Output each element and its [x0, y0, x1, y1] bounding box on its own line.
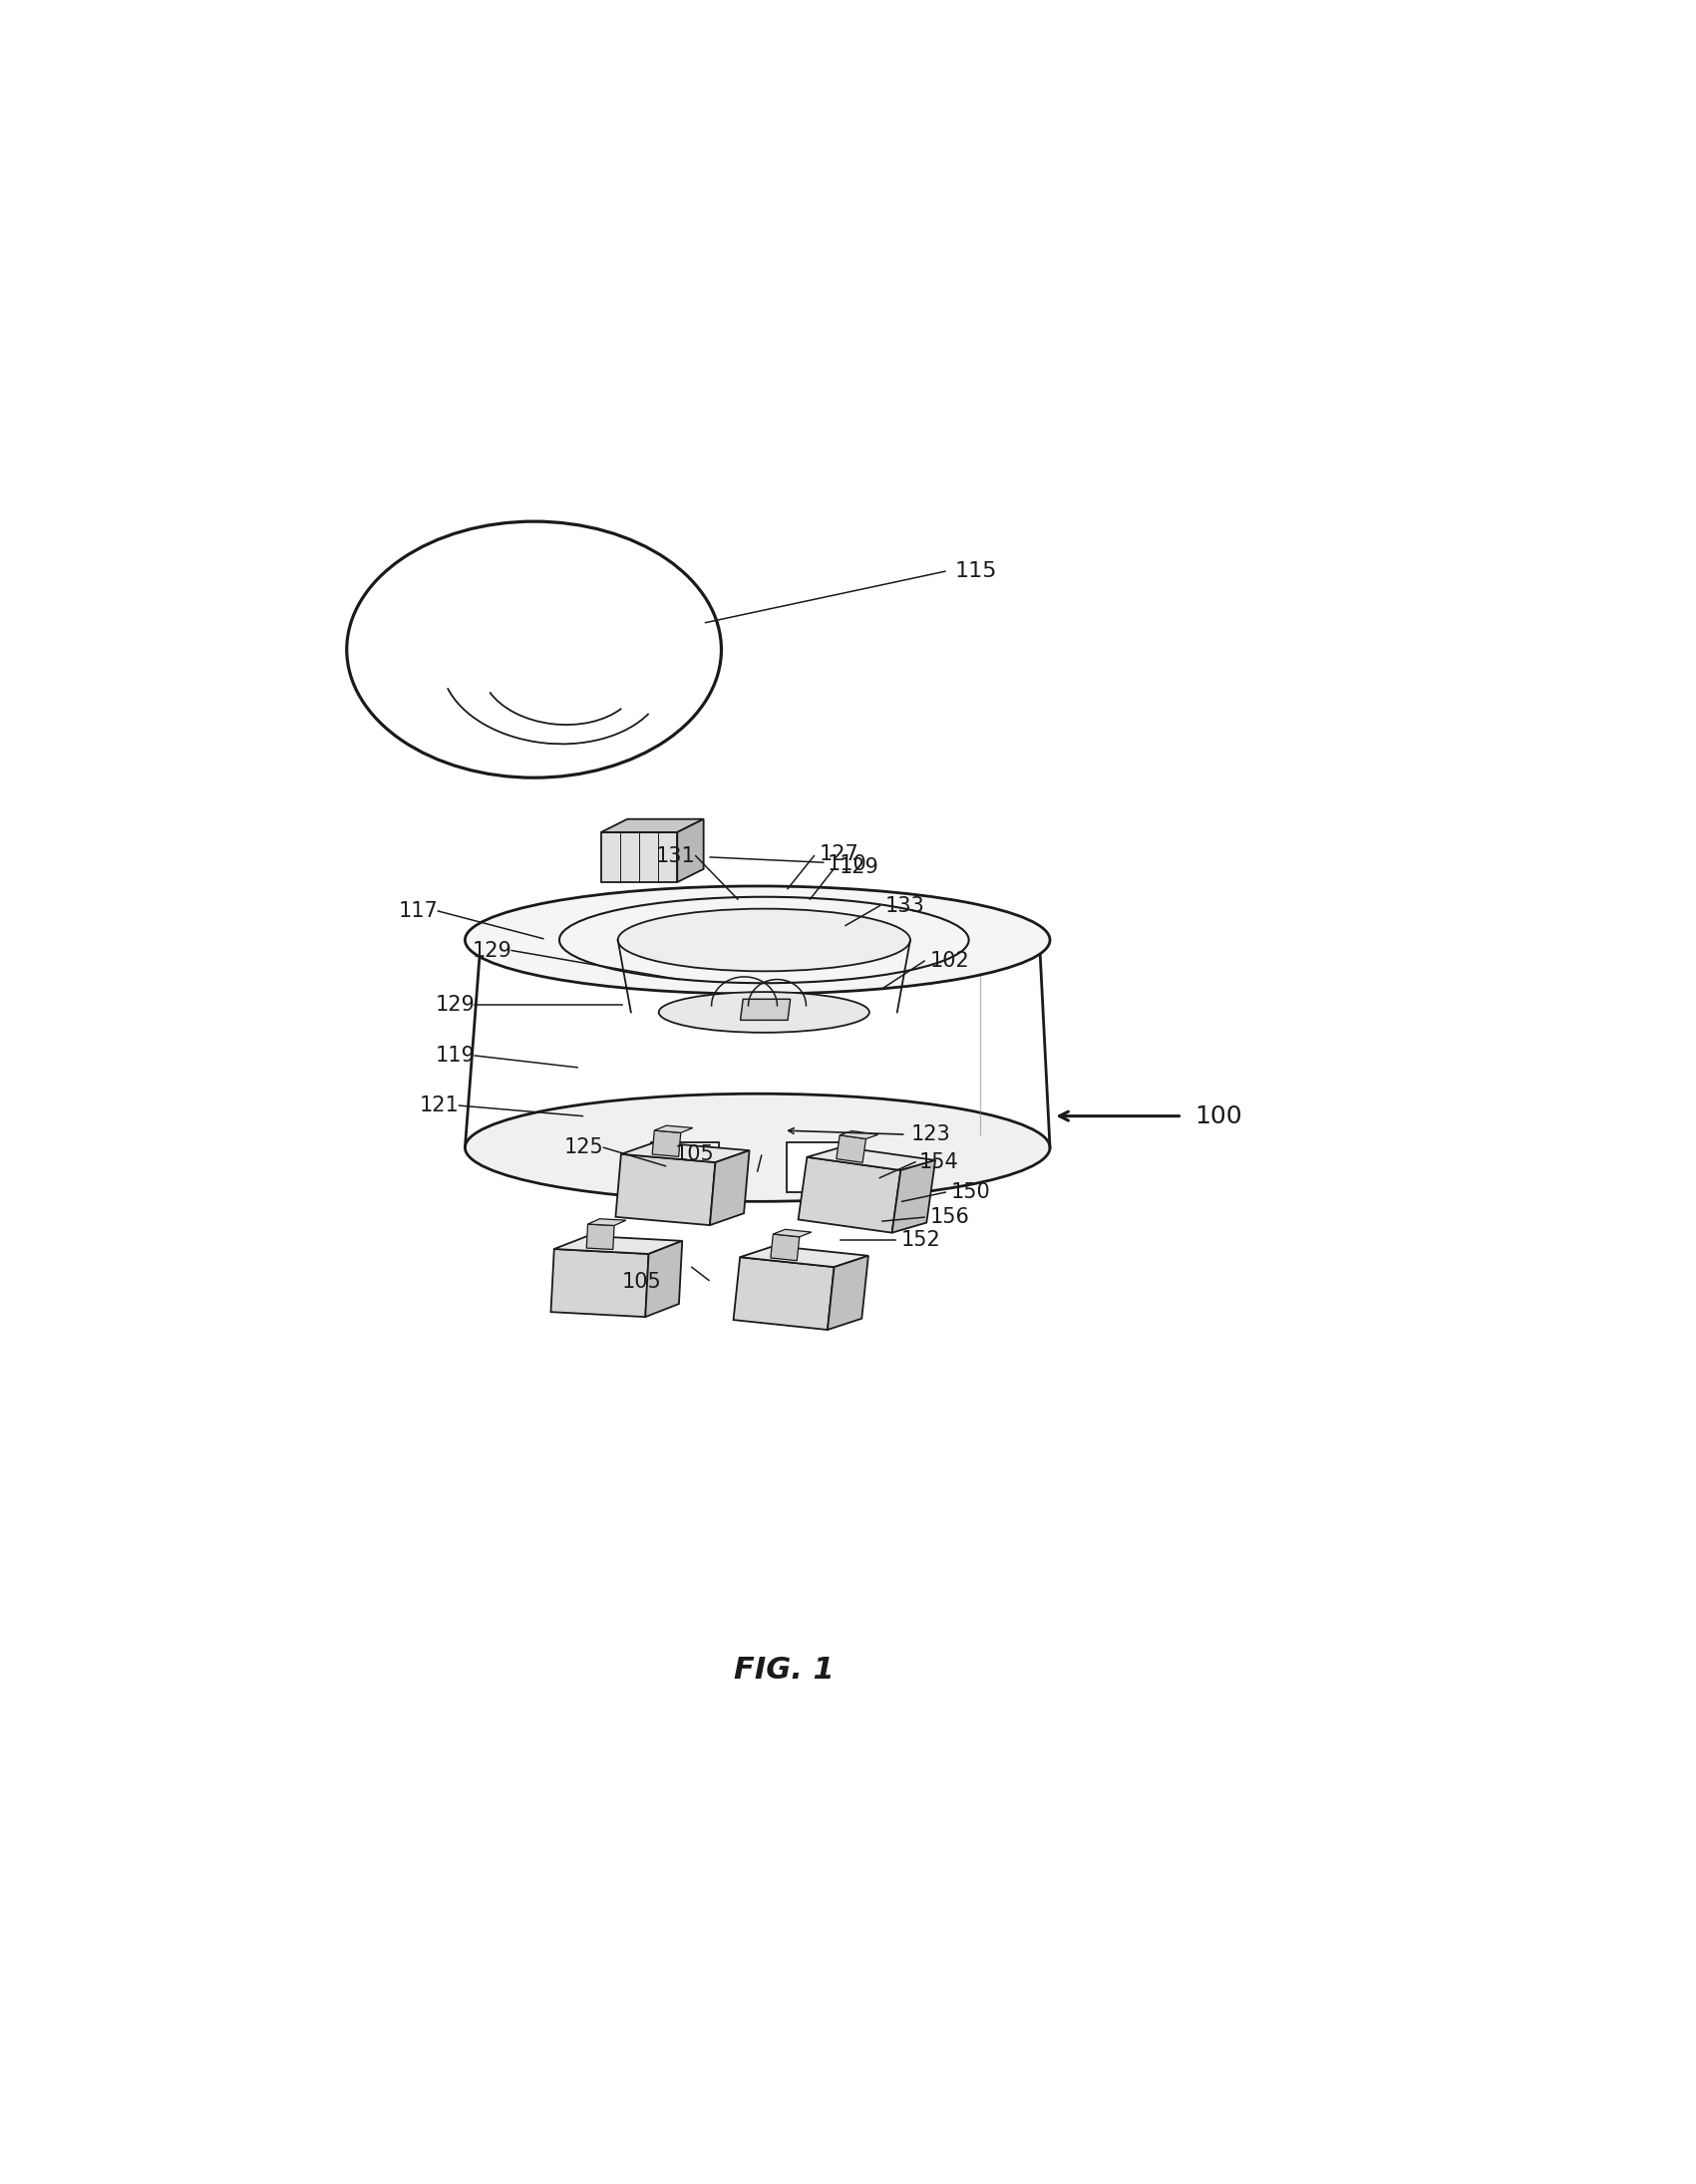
Polygon shape: [651, 1142, 719, 1192]
Polygon shape: [892, 1160, 934, 1232]
Text: 100: 100: [1196, 1105, 1243, 1127]
Polygon shape: [828, 1256, 868, 1330]
Text: 105: 105: [622, 1271, 661, 1291]
Text: 121: 121: [419, 1096, 460, 1116]
Polygon shape: [836, 1136, 867, 1162]
Text: 156: 156: [929, 1208, 970, 1227]
Text: 129: 129: [471, 941, 512, 961]
Polygon shape: [677, 819, 704, 882]
Polygon shape: [600, 832, 677, 882]
Polygon shape: [551, 1249, 648, 1317]
Text: 133: 133: [885, 895, 924, 915]
Polygon shape: [741, 998, 790, 1020]
Polygon shape: [787, 1142, 855, 1192]
Text: 131: 131: [656, 845, 695, 865]
Ellipse shape: [560, 898, 968, 983]
Polygon shape: [807, 1147, 934, 1171]
Polygon shape: [587, 1225, 614, 1249]
Text: 105: 105: [675, 1144, 714, 1164]
Polygon shape: [646, 1241, 682, 1317]
Polygon shape: [653, 1131, 680, 1158]
Text: 102: 102: [929, 950, 970, 972]
Polygon shape: [770, 1234, 799, 1260]
Text: 129: 129: [436, 994, 475, 1013]
Text: 119: 119: [436, 1046, 475, 1066]
Text: 115: 115: [955, 561, 997, 581]
Text: FIG. 1: FIG. 1: [734, 1655, 834, 1686]
Text: 125: 125: [565, 1138, 604, 1158]
Text: 154: 154: [919, 1153, 958, 1173]
Polygon shape: [799, 1158, 901, 1232]
Ellipse shape: [465, 887, 1050, 994]
Polygon shape: [840, 1131, 879, 1138]
Text: 152: 152: [901, 1230, 940, 1249]
Ellipse shape: [617, 909, 911, 972]
Polygon shape: [739, 1245, 868, 1267]
Polygon shape: [555, 1236, 682, 1254]
Polygon shape: [589, 1219, 626, 1225]
Text: 110: 110: [828, 854, 867, 874]
Polygon shape: [711, 1151, 750, 1225]
Ellipse shape: [465, 1094, 1050, 1201]
Text: 123: 123: [911, 1125, 951, 1144]
Polygon shape: [733, 1258, 834, 1330]
Text: 150: 150: [951, 1182, 990, 1201]
Polygon shape: [655, 1125, 692, 1133]
Polygon shape: [616, 1153, 716, 1225]
Polygon shape: [600, 819, 704, 832]
Ellipse shape: [658, 992, 870, 1033]
Polygon shape: [773, 1230, 811, 1236]
Text: 127: 127: [819, 845, 858, 865]
Polygon shape: [621, 1142, 750, 1162]
Text: 117: 117: [399, 902, 438, 922]
Text: 129: 129: [840, 858, 879, 878]
